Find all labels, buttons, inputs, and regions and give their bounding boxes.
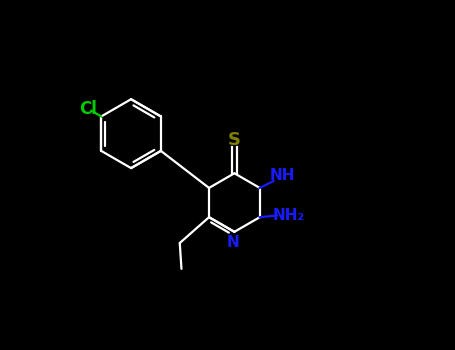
Text: S: S bbox=[228, 131, 241, 149]
Text: Cl: Cl bbox=[79, 100, 97, 118]
Text: N: N bbox=[226, 234, 239, 250]
Text: NH₂: NH₂ bbox=[273, 208, 305, 223]
Text: NH: NH bbox=[269, 168, 295, 183]
